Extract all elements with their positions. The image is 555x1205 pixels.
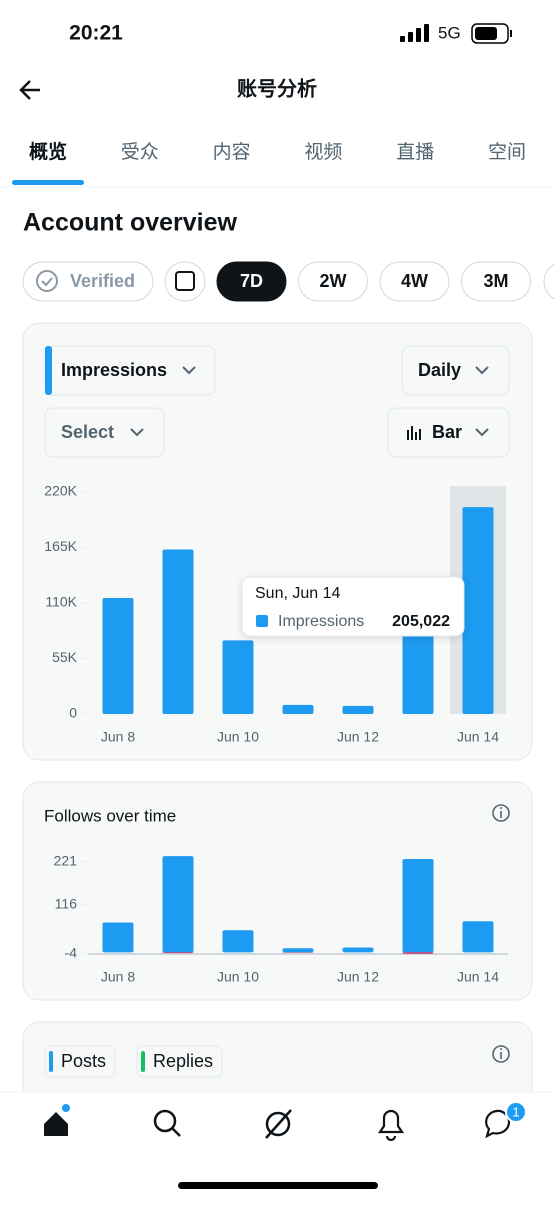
y-tick-label: 55K (52, 649, 78, 665)
y-tick-label: 220K (44, 483, 77, 499)
tab[interactable]: 受众 (121, 141, 159, 163)
y-tick-label: -4 (65, 945, 78, 961)
bar (463, 507, 494, 714)
bar (223, 640, 254, 714)
legend-swatch (141, 1051, 145, 1072)
y-tick-label: 0 (69, 705, 77, 721)
legend-label: Posts (61, 1051, 106, 1071)
y-tick-label: 221 (54, 853, 78, 869)
header-title: 账号分析 (237, 77, 317, 100)
x-tick-label: Jun 14 (457, 729, 499, 745)
x-tick-label: Jun 12 (337, 729, 379, 745)
bar (103, 598, 134, 714)
tooltip-series: Impressions (278, 613, 364, 630)
bar (403, 859, 434, 952)
bar (223, 930, 254, 952)
range-label: 2W (320, 271, 347, 291)
range-label: 4W (401, 271, 428, 291)
tab-bar: 概览 受众 内容 视频 直播 空间 (29, 140, 526, 163)
badge-count: 1 (512, 1104, 519, 1119)
compare-label: Select (61, 422, 114, 442)
bar (163, 856, 194, 952)
bar (463, 921, 494, 952)
metric-label: Impressions (61, 360, 167, 380)
style-label: Bar (432, 422, 462, 442)
y-tick-label: 116 (55, 896, 78, 912)
tab-indicator (12, 180, 84, 185)
tooltip-title: Sun, Jun 14 (255, 585, 341, 602)
x-tick-label: Jun 12 (337, 969, 379, 985)
tab[interactable]: 空间 (488, 141, 526, 163)
tooltip-swatch (256, 615, 268, 627)
x-tick-label: Jun 8 (101, 969, 135, 985)
chart-title: Follows over time (44, 806, 176, 825)
bar (163, 952, 194, 953)
range-chips: 7D 2W 4W 3M (217, 262, 531, 301)
x-tick-label: Jun 10 (217, 729, 259, 745)
bar (283, 948, 314, 952)
x-tick-label: Jun 14 (457, 969, 499, 985)
range-label: 7D (240, 271, 263, 291)
tab[interactable]: 内容 (213, 141, 251, 163)
calendar-chip[interactable] (165, 262, 205, 301)
tab[interactable]: 视频 (304, 141, 342, 163)
more-chip[interactable] (544, 262, 555, 301)
signal-icon (400, 24, 429, 42)
y-tick-label: 110K (45, 594, 77, 610)
bar (343, 947, 374, 952)
x-tick-label: Jun 10 (217, 969, 259, 985)
y-tick-label: 165K (44, 538, 77, 554)
home-dot (62, 1104, 70, 1112)
home-indicator (178, 1182, 378, 1189)
interval-label: Daily (418, 360, 461, 380)
tooltip-value: 205,022 (392, 613, 450, 630)
bar (103, 922, 134, 952)
tab[interactable]: 直播 (396, 141, 434, 163)
verified-label: Verified (70, 271, 135, 291)
metric-color (45, 346, 52, 395)
battery-icon (472, 24, 512, 43)
status-network: 5G (438, 23, 461, 42)
legend-swatch (49, 1051, 53, 1072)
bar (343, 706, 374, 714)
bar (163, 550, 194, 714)
x-tick-label: Jun 8 (101, 729, 135, 745)
section-title: Account overview (23, 209, 238, 237)
back-button[interactable] (21, 81, 40, 99)
bar (403, 952, 434, 953)
legend-label: Replies (153, 1051, 213, 1071)
status-time: 20:21 (69, 22, 123, 45)
tab[interactable]: 概览 (29, 140, 67, 163)
bar (283, 705, 314, 714)
range-label: 3M (483, 271, 508, 291)
